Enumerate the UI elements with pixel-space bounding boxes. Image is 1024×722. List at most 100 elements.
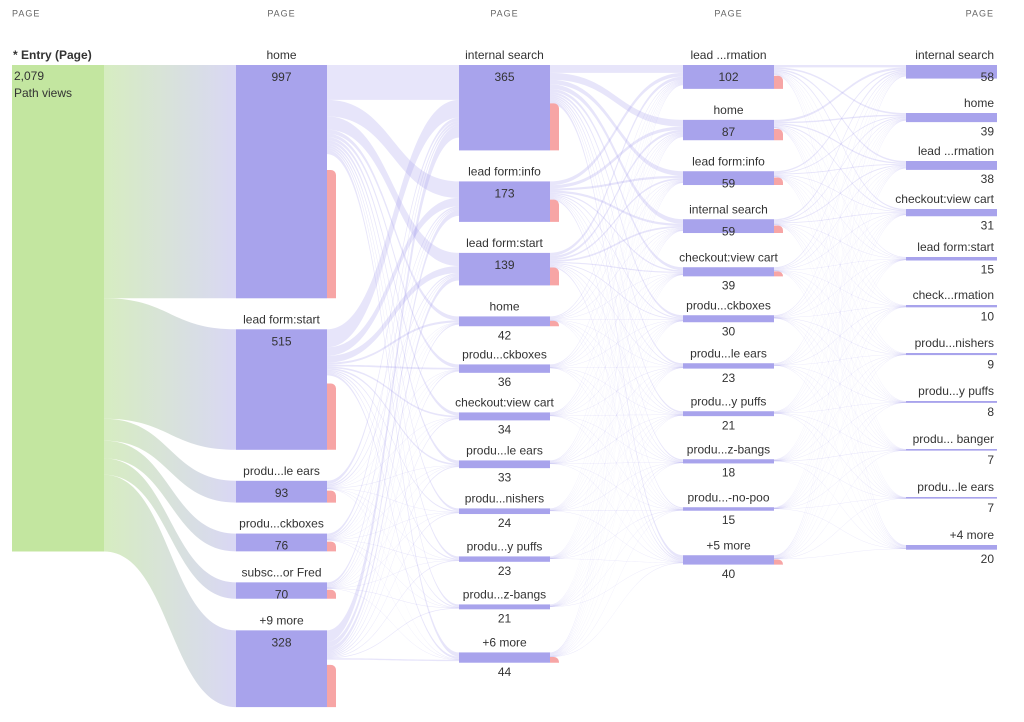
node-bar	[459, 604, 550, 610]
node-bar	[906, 353, 997, 356]
flow-link	[550, 320, 683, 511]
flow-link	[327, 607, 459, 659]
flow-link	[774, 258, 906, 271]
column-header: PAGE	[12, 8, 40, 18]
flow-link	[327, 465, 459, 489]
flow-link	[774, 176, 906, 450]
node-label: produ...nishers	[915, 336, 994, 350]
flow-link	[550, 320, 683, 562]
flow-link	[550, 181, 683, 463]
node-bar	[906, 209, 997, 217]
flow-link	[327, 266, 459, 363]
flow-link	[550, 91, 683, 318]
node-bar	[683, 507, 774, 511]
flow-link	[327, 372, 459, 608]
node-value: 70	[275, 588, 289, 602]
node-label: produ...ckboxes	[686, 298, 771, 312]
flow-link	[774, 259, 906, 366]
node-label: lead ...rmation	[918, 144, 994, 158]
node-value: 18	[722, 466, 736, 480]
node-label: home	[713, 103, 743, 117]
flow-link	[774, 317, 906, 355]
flow-link	[774, 167, 906, 461]
node-label: lead form:info	[468, 165, 541, 179]
node-value: 31	[981, 218, 995, 232]
node-value: 44	[498, 665, 512, 679]
flow-link	[550, 80, 683, 366]
flow-link	[774, 65, 906, 68]
flow-link	[327, 149, 459, 657]
node-value: 23	[722, 371, 736, 385]
flow-link	[550, 126, 683, 189]
flow-link	[774, 306, 906, 366]
node-value: 21	[498, 612, 512, 626]
flow-link	[774, 73, 906, 364]
flow-link	[550, 230, 683, 606]
node-bar	[459, 460, 550, 469]
node-value: 93	[275, 486, 289, 500]
flow-link	[774, 120, 906, 557]
flow-link	[550, 462, 683, 559]
flow-link	[327, 488, 459, 608]
flow-link	[550, 229, 683, 559]
flow-link	[550, 261, 683, 273]
node-label: +6 more	[482, 636, 527, 650]
node-bar	[459, 252, 550, 286]
flow-link	[550, 367, 683, 511]
flow-link	[550, 367, 683, 510]
node-value: 34	[498, 423, 512, 437]
flow-link	[550, 94, 683, 366]
node-value: 20	[981, 552, 995, 566]
flow-link	[550, 179, 683, 319]
flow-link	[774, 166, 906, 365]
drop-off	[774, 271, 783, 277]
node-bar	[683, 555, 774, 565]
flow-link	[327, 126, 459, 642]
flow-link	[550, 197, 683, 509]
flow-link	[774, 498, 906, 509]
flow-link	[774, 164, 906, 223]
flow-link	[327, 121, 459, 537]
flow-link	[550, 132, 683, 319]
flow-link	[327, 465, 459, 589]
flow-link	[774, 176, 906, 548]
flow-link	[550, 414, 683, 511]
flow-link	[774, 224, 906, 499]
flow-link	[550, 225, 683, 262]
flow-link	[327, 137, 459, 416]
flow-link	[550, 180, 683, 415]
flow-link	[550, 177, 683, 261]
flow-link	[327, 370, 459, 655]
node-bar	[683, 171, 774, 186]
node-value: 24	[498, 516, 512, 530]
node-bar	[459, 652, 550, 663]
flow-link	[327, 488, 459, 561]
node-value: 23	[498, 564, 512, 578]
node-value: 36	[498, 375, 512, 389]
flow-link	[774, 306, 906, 559]
flow-link	[327, 272, 459, 487]
flow-link	[774, 270, 906, 499]
node-label: subsc...or Fred	[241, 566, 321, 580]
flow-link	[774, 317, 906, 549]
flow-link	[774, 270, 906, 403]
flow-link	[774, 212, 906, 270]
flow-link	[550, 367, 683, 657]
flow-link	[327, 65, 459, 100]
flow-link	[774, 175, 906, 259]
flow-link	[774, 450, 906, 509]
node-bar	[683, 119, 774, 141]
flow-link	[550, 319, 683, 415]
node-bar	[906, 161, 997, 170]
flow-link	[550, 79, 683, 318]
flow-link	[327, 276, 459, 652]
flow-link	[774, 223, 906, 259]
node-value: 515	[271, 334, 291, 348]
flow-link	[774, 548, 906, 560]
nodes: PAGE * Entry (Page) 2,079 Path views PAGE hom…	[12, 8, 997, 708]
node-label: lead form:start	[917, 240, 994, 254]
flow-link	[550, 230, 683, 656]
flow-link	[774, 166, 906, 317]
flow-link	[327, 320, 459, 365]
flow-link	[774, 67, 906, 115]
